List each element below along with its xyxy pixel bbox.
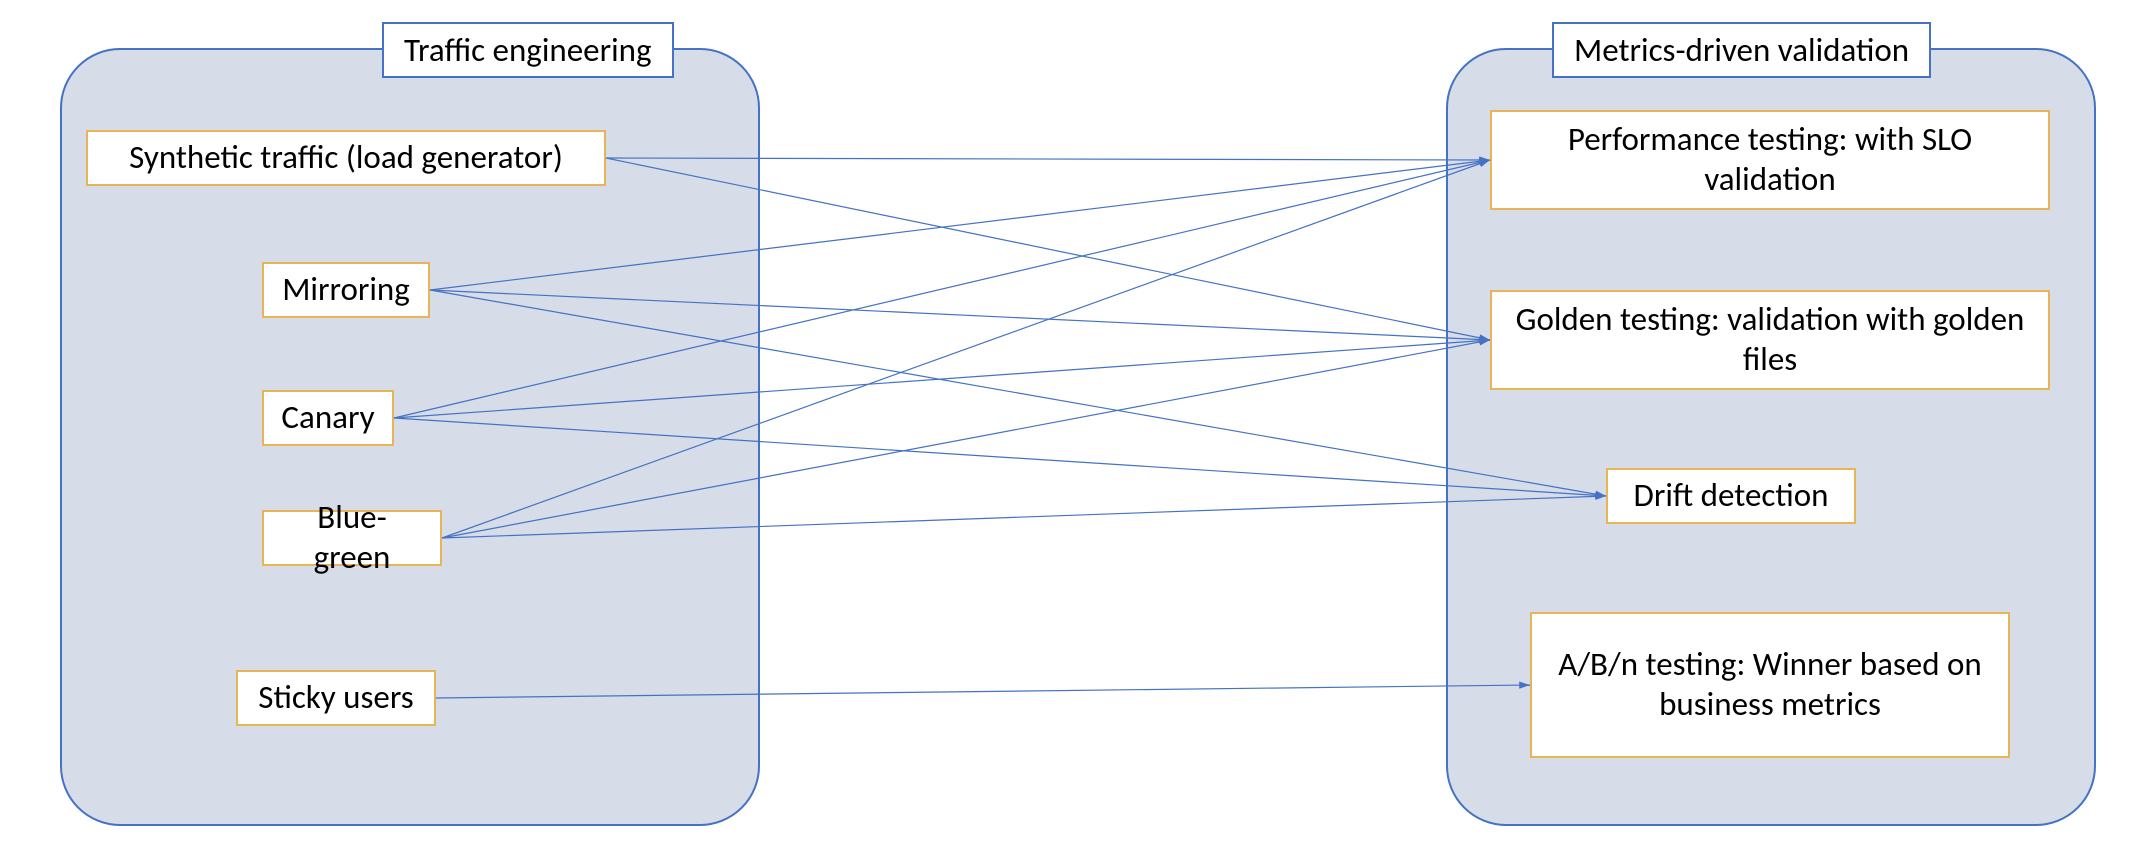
node-golden-testing: Golden testing: validation with golden f… xyxy=(1490,290,2050,390)
node-mirroring: Mirroring xyxy=(262,262,430,318)
node-abn-testing: A/B/n testing: Winner based on business … xyxy=(1530,612,2010,758)
node-drift-detection: Drift detection xyxy=(1606,468,1856,524)
node-canary: Canary xyxy=(262,390,394,446)
node-sticky-users: Sticky users xyxy=(236,670,436,726)
node-blue-green: Blue-green xyxy=(262,510,442,566)
panel-title-traffic: Traffic engineering xyxy=(382,22,674,78)
node-performance-testing: Performance testing: with SLO validation xyxy=(1490,110,2050,210)
node-synthetic-traffic: Synthetic traffic (load generator) xyxy=(86,130,606,186)
panel-title-metrics: Metrics-driven validation xyxy=(1552,22,1931,78)
